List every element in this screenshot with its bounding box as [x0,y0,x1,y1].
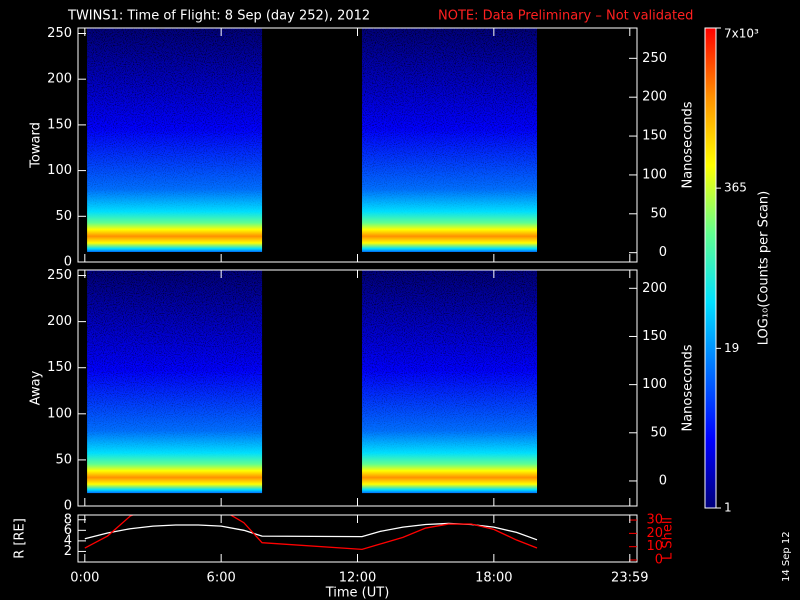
y-tick-label: 6 [64,523,72,538]
title: TWINS1: Time of Flight: 8 Sep (day 252),… [67,9,370,24]
y-axis-label: R [RE] [13,518,28,559]
colorbar-tick-label: 1 [724,501,732,515]
y-tick-label: 200 [47,72,72,87]
y-tick-label: 100 [47,163,72,178]
y-tick-label: 250 [47,268,72,283]
y2-tick-label: 10 [646,539,663,554]
y2-tick-label: 150 [642,129,667,144]
y2-axis-label: L Shell [661,517,676,560]
y-tick-label: 50 [55,452,72,467]
y2-axis-label: Nanoseconds [681,101,696,188]
y2-tick-label: 50 [650,425,667,440]
y2-tick-label: 0 [659,245,667,260]
y2-tick-label: 0 [655,553,663,568]
series-line [84,522,538,541]
y2-tick-label: 200 [642,281,667,296]
y-tick-label: 8 [64,512,72,527]
colorbar-tick-label: 7x10³ [724,27,759,41]
y-axis-label: Away [29,370,44,405]
y-tick-label: 0 [64,255,72,270]
y2-tick-label: 20 [646,526,663,541]
x-tick-label: 23:59 [611,571,648,586]
y2-tick-label: 250 [642,51,667,66]
x-tick-label: 0:00 [70,571,99,586]
date-stamp: 14 Sep 12 [781,531,792,582]
y-tick-label: 150 [47,360,72,375]
y-tick-label: 200 [47,314,72,329]
y-tick-label: 150 [47,117,72,132]
x-axis-label: Time (UT) [325,586,390,600]
speckle-overlay [362,270,538,494]
speckle-overlay [87,28,263,252]
series-line [84,515,538,551]
y2-tick-label: 150 [642,329,667,344]
y-axis-label: Toward [29,122,44,169]
y2-tick-label: 200 [642,90,667,105]
colorbar [704,27,717,509]
x-tick-label: 6:00 [207,571,236,586]
colorbar-tick-label: 365 [724,181,747,195]
y2-tick-label: 30 [646,513,663,528]
x-tick-label: 18:00 [475,571,512,586]
y-tick-label: 100 [47,406,72,421]
y2-tick-label: 100 [642,167,667,182]
y2-tick-label: 100 [642,377,667,392]
y-tick-label: 50 [55,209,72,224]
speckle-overlay [362,28,538,252]
y-tick-label: 0 [64,499,72,514]
y2-tick-label: 50 [650,206,667,221]
y-tick-label: 2 [64,544,72,559]
colorbar-label: LOG₁₀(Counts per Scan) [757,191,772,346]
y2-axis-label: Nanoseconds [681,344,696,431]
note: NOTE: Data Preliminary – Not validated [438,9,693,24]
colorbar-tick-label: 19 [724,341,739,355]
y2-tick-label: 0 [659,473,667,488]
x-tick-label: 12:00 [339,571,376,586]
speckle-overlay [87,270,263,494]
y-tick-label: 250 [47,26,72,41]
y-tick-label: 4 [64,533,72,548]
